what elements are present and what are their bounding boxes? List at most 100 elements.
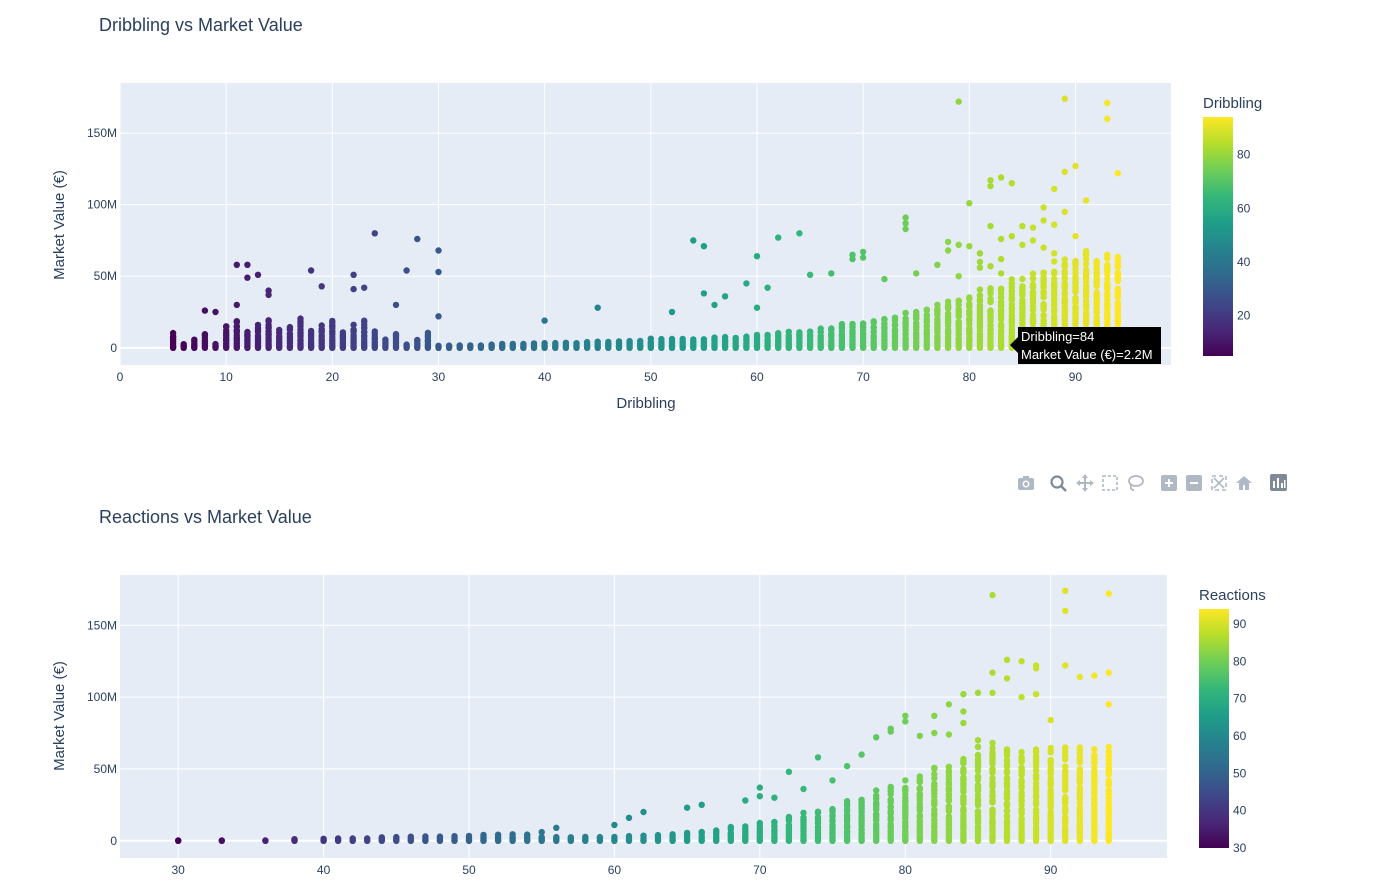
data-point[interactable] [960, 719, 967, 727]
data-point[interactable] [1076, 784, 1084, 791]
data-point[interactable] [378, 837, 385, 844]
data-point[interactable] [690, 237, 697, 244]
data-point[interactable] [887, 796, 894, 803]
data-point[interactable] [753, 344, 761, 351]
data-point[interactable] [775, 330, 782, 337]
data-point[interactable] [859, 344, 867, 351]
data-point[interactable] [1091, 796, 1098, 803]
data-point[interactable] [713, 837, 720, 844]
data-point[interactable] [436, 837, 444, 844]
data-point[interactable] [212, 308, 219, 316]
data-point[interactable] [989, 820, 996, 827]
data-point[interactable] [858, 799, 865, 806]
data-point[interactable] [814, 808, 822, 815]
data-point[interactable] [1003, 656, 1011, 663]
data-point[interactable] [647, 344, 654, 351]
data-point[interactable] [756, 819, 763, 827]
data-point[interactable] [916, 732, 923, 740]
data-point[interactable] [1040, 282, 1047, 289]
data-point[interactable] [465, 832, 473, 840]
data-point[interactable] [1032, 763, 1040, 770]
data-point[interactable] [775, 234, 782, 241]
data-point[interactable] [732, 334, 739, 342]
data-point[interactable] [1047, 765, 1054, 772]
data-point[interactable] [849, 320, 856, 328]
data-point[interactable] [721, 293, 729, 300]
data-point[interactable] [276, 326, 283, 334]
data-point[interactable] [843, 808, 851, 815]
data-point[interactable] [1032, 691, 1040, 698]
data-point[interactable] [1061, 280, 1069, 287]
data-point[interactable] [829, 837, 836, 844]
data-point[interactable] [647, 335, 654, 342]
data-point[interactable] [654, 837, 662, 844]
data-point[interactable] [997, 255, 1005, 263]
data-point[interactable] [1018, 748, 1025, 756]
data-point[interactable] [997, 321, 1005, 328]
data-point[interactable] [1047, 814, 1054, 821]
data-point[interactable] [683, 804, 691, 811]
data-point[interactable] [916, 773, 923, 780]
data-point[interactable] [916, 812, 923, 819]
data-point[interactable] [974, 764, 982, 771]
data-point[interactable] [480, 831, 487, 839]
data-point[interactable] [1047, 775, 1054, 782]
data-point[interactable] [626, 337, 633, 345]
data-point[interactable] [307, 344, 315, 351]
data-point[interactable] [690, 336, 697, 343]
data-point[interactable] [814, 754, 822, 761]
data-point[interactable] [524, 837, 531, 844]
data-point[interactable] [350, 271, 357, 278]
data-point[interactable] [756, 793, 763, 800]
data-point[interactable] [756, 784, 763, 791]
data-point[interactable] [669, 837, 676, 844]
data-point[interactable] [934, 306, 941, 313]
data-point[interactable] [435, 268, 442, 276]
data-point[interactable] [640, 837, 647, 844]
data-point[interactable] [1091, 764, 1098, 771]
data-point[interactable] [800, 785, 807, 793]
data-point[interactable] [1114, 292, 1122, 299]
data-point[interactable] [1003, 757, 1011, 765]
data-point[interactable] [966, 344, 973, 351]
data-point[interactable] [223, 344, 230, 351]
data-point[interactable] [218, 837, 225, 844]
data-point[interactable] [1062, 745, 1069, 752]
data-point[interactable] [955, 273, 962, 280]
data-point[interactable] [1061, 95, 1069, 102]
data-point[interactable] [800, 837, 807, 844]
data-point[interactable] [1040, 290, 1047, 297]
data-point[interactable] [931, 729, 938, 737]
data-point[interactable] [683, 829, 691, 837]
data-point[interactable] [1082, 298, 1090, 305]
data-point[interactable] [743, 344, 750, 351]
data-point[interactable] [796, 329, 803, 336]
data-point[interactable] [640, 832, 647, 839]
data-point[interactable] [1062, 837, 1069, 844]
data-point[interactable] [700, 336, 708, 343]
data-point[interactable] [945, 803, 953, 810]
data-point[interactable] [711, 344, 718, 351]
data-point[interactable] [1104, 290, 1111, 297]
data-point[interactable] [567, 837, 574, 844]
reset-icon[interactable] [1236, 476, 1252, 490]
data-point[interactable] [945, 813, 953, 820]
data-point[interactable] [756, 837, 763, 844]
data-point[interactable] [262, 837, 269, 844]
data-point[interactable] [1018, 658, 1025, 665]
data-point[interactable] [944, 298, 952, 305]
data-point[interactable] [573, 344, 580, 351]
data-point[interactable] [1082, 256, 1090, 263]
data-point[interactable] [976, 344, 984, 351]
data-point[interactable] [960, 755, 967, 763]
data-point[interactable] [350, 326, 357, 333]
data-point[interactable] [974, 787, 982, 794]
data-point[interactable] [414, 336, 421, 344]
data-point[interactable] [265, 291, 272, 299]
data-point[interactable] [1032, 665, 1040, 672]
data-point[interactable] [637, 337, 644, 345]
data-point[interactable] [916, 837, 923, 844]
data-point[interactable] [690, 344, 697, 351]
data-point[interactable] [960, 774, 967, 781]
data-point[interactable] [1051, 289, 1058, 297]
